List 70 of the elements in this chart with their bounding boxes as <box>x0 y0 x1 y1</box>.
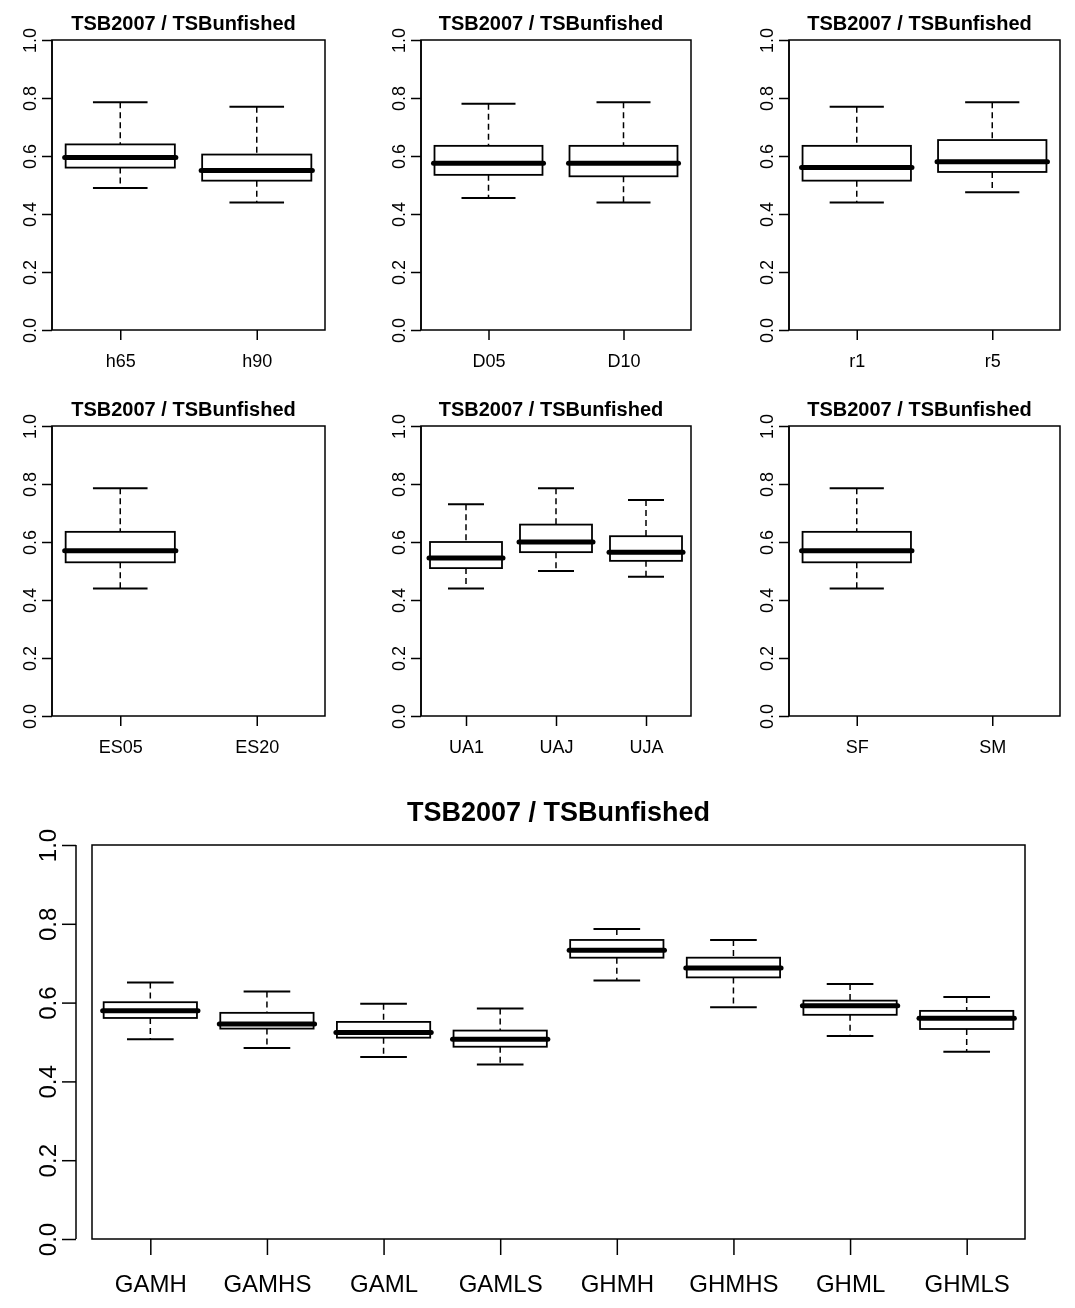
y-tick-label: 0.6 <box>33 986 61 1020</box>
y-tick-label: 0.0 <box>19 317 40 344</box>
y-tick-label: 0.2 <box>19 259 40 286</box>
y-tick-label: 0.4 <box>33 1065 61 1099</box>
x-tick-label: h65 <box>105 350 136 371</box>
y-tick-label: 0.8 <box>388 85 409 112</box>
x-tick-label: r1 <box>849 350 866 371</box>
y-tick-label: 0.6 <box>756 143 777 170</box>
x-tick-label: GAMH <box>114 1270 187 1298</box>
y-tick-label: 1.0 <box>33 828 61 863</box>
y-tick-label: 0.0 <box>388 317 409 344</box>
y-tick-label: 0.8 <box>388 471 409 498</box>
x-tick-label: r5 <box>984 350 1001 371</box>
y-tick-label: 0.0 <box>756 703 777 730</box>
chart-title: TSB2007 / TSBunfished <box>71 12 296 34</box>
y-tick-label: 0.4 <box>756 201 777 228</box>
y-tick-label: 1.0 <box>756 27 777 54</box>
y-tick-label: 1.0 <box>756 413 777 440</box>
y-tick-label: 0.4 <box>388 587 409 614</box>
y-tick-label: 0.8 <box>19 471 40 498</box>
y-tick-label: 0.6 <box>388 529 409 556</box>
x-tick-label: D10 <box>607 350 641 371</box>
y-tick-label: 0.8 <box>756 85 777 112</box>
chart-title: TSB2007 / TSBunfished <box>71 398 296 420</box>
y-tick-label: 0.0 <box>756 317 777 344</box>
y-tick-label: 0.2 <box>388 645 409 672</box>
y-tick-label: 0.8 <box>19 85 40 112</box>
x-tick-label: GAMLS <box>458 1270 543 1298</box>
x-tick-label: GHMH <box>580 1270 654 1298</box>
y-tick-label: 0.0 <box>388 703 409 730</box>
chart-title: TSB2007 / TSBunfished <box>438 398 664 420</box>
x-tick-label: UA1 <box>448 736 485 757</box>
y-tick-label: 1.0 <box>388 413 409 440</box>
y-tick-label: 1.0 <box>388 27 409 54</box>
y-tick-label: 0.4 <box>756 587 777 614</box>
x-tick-label: GHML <box>815 1270 886 1298</box>
chart-title: TSB2007 / TSBunfished <box>807 398 1032 420</box>
x-tick-label: GAML <box>350 1270 419 1298</box>
x-tick-label: h90 <box>242 350 273 371</box>
y-tick-label: 0.6 <box>19 143 40 170</box>
y-tick-label: 0.6 <box>756 529 777 556</box>
x-tick-label: SM <box>979 736 1007 757</box>
x-tick-label: D05 <box>472 350 506 371</box>
x-tick-label: GHMHS <box>689 1270 779 1298</box>
x-tick-label: UAJ <box>539 736 574 757</box>
y-tick-label: 0.4 <box>19 201 40 228</box>
y-tick-label: 0.6 <box>388 143 409 170</box>
y-tick-label: 0.4 <box>19 587 40 614</box>
y-tick-label: 0.2 <box>756 259 777 286</box>
x-tick-label: GAMHS <box>223 1270 312 1298</box>
y-tick-label: 0.6 <box>19 529 40 556</box>
chart-title: TSB2007 / TSBunfished <box>406 797 711 827</box>
y-tick-label: 0.4 <box>388 201 409 228</box>
x-tick-label: UJA <box>629 736 664 757</box>
x-tick-label: ES05 <box>98 736 143 757</box>
chart-title: TSB2007 / TSBunfished <box>807 12 1032 34</box>
x-tick-label: GHMLS <box>924 1270 1010 1298</box>
chart-title: TSB2007 / TSBunfished <box>438 12 664 34</box>
y-tick-label: 0.0 <box>33 1222 61 1257</box>
y-tick-label: 0.8 <box>756 471 777 498</box>
x-tick-label: ES20 <box>235 736 280 757</box>
y-tick-label: 0.0 <box>19 703 40 730</box>
y-tick-label: 1.0 <box>19 413 40 440</box>
y-tick-label: 0.2 <box>756 645 777 672</box>
y-tick-label: 0.2 <box>33 1144 61 1178</box>
y-tick-label: 0.2 <box>19 645 40 672</box>
y-tick-label: 1.0 <box>19 27 40 54</box>
x-tick-label: SF <box>845 736 869 757</box>
y-tick-label: 0.2 <box>388 259 409 286</box>
y-tick-label: 0.8 <box>33 907 61 941</box>
